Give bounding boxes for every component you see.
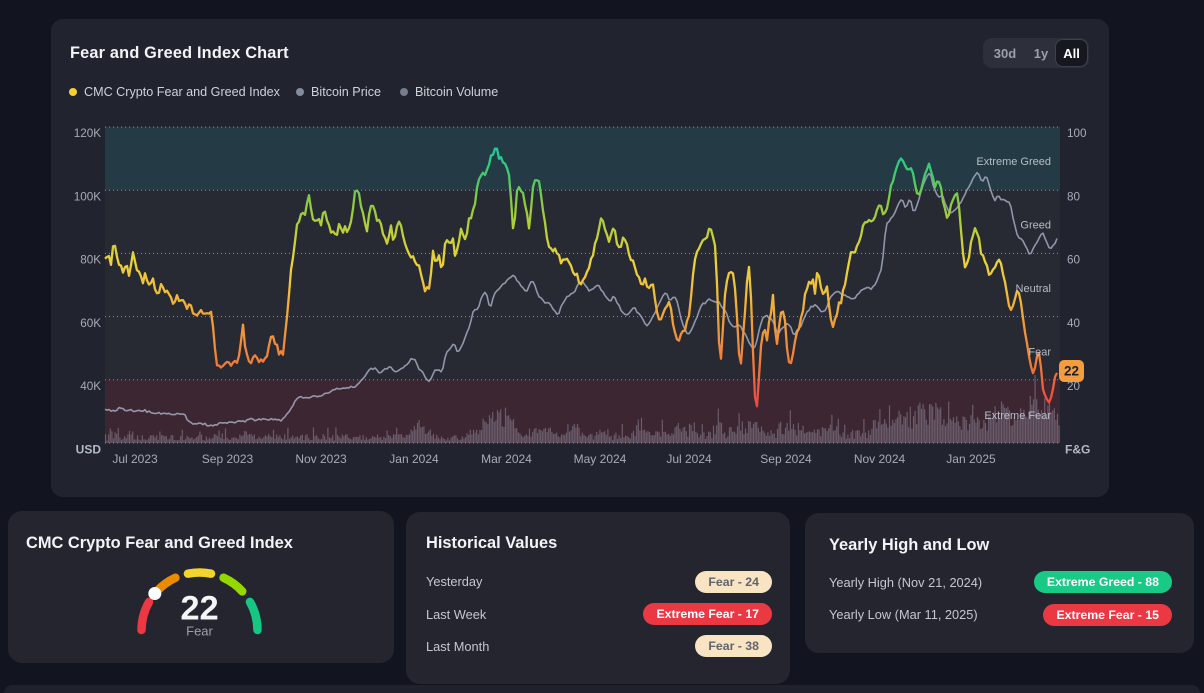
svg-text:USD: USD [76, 443, 102, 457]
svg-text:Sep 2024: Sep 2024 [760, 452, 812, 466]
svg-text:Jul 2023: Jul 2023 [112, 452, 158, 466]
svg-text:80K: 80K [80, 254, 101, 267]
svg-text:22: 22 [180, 590, 218, 628]
svg-text:Nov 2023: Nov 2023 [295, 452, 347, 466]
svg-text:May 2024: May 2024 [574, 452, 627, 466]
svg-text:40K: 40K [80, 380, 101, 393]
svg-text:Extreme Greed: Extreme Greed [976, 156, 1051, 168]
svg-text:Fear: Fear [1028, 347, 1051, 359]
svg-text:Sep 2023: Sep 2023 [202, 452, 254, 466]
svg-text:22: 22 [1064, 364, 1079, 379]
svg-text:Jul 2024: Jul 2024 [666, 452, 712, 466]
svg-text:Nov 2024: Nov 2024 [854, 452, 906, 466]
svg-text:100K: 100K [74, 190, 102, 203]
svg-text:60K: 60K [80, 317, 101, 330]
svg-text:F&G: F&G [1065, 443, 1090, 457]
svg-text:Greed: Greed [1020, 220, 1051, 232]
svg-text:Mar 2024: Mar 2024 [481, 452, 532, 466]
svg-text:Extreme Fear: Extreme Fear [984, 410, 1051, 422]
svg-text:80: 80 [1067, 190, 1081, 203]
svg-text:Jan 2024: Jan 2024 [389, 452, 439, 466]
svg-text:Neutral: Neutral [1016, 283, 1051, 295]
svg-text:Fear: Fear [186, 624, 213, 639]
svg-text:100: 100 [1067, 127, 1087, 140]
svg-text:60: 60 [1067, 254, 1081, 267]
svg-text:40: 40 [1067, 317, 1081, 330]
svg-text:Jan 2025: Jan 2025 [946, 452, 996, 466]
svg-text:20: 20 [1067, 380, 1081, 393]
svg-text:120K: 120K [74, 127, 102, 140]
